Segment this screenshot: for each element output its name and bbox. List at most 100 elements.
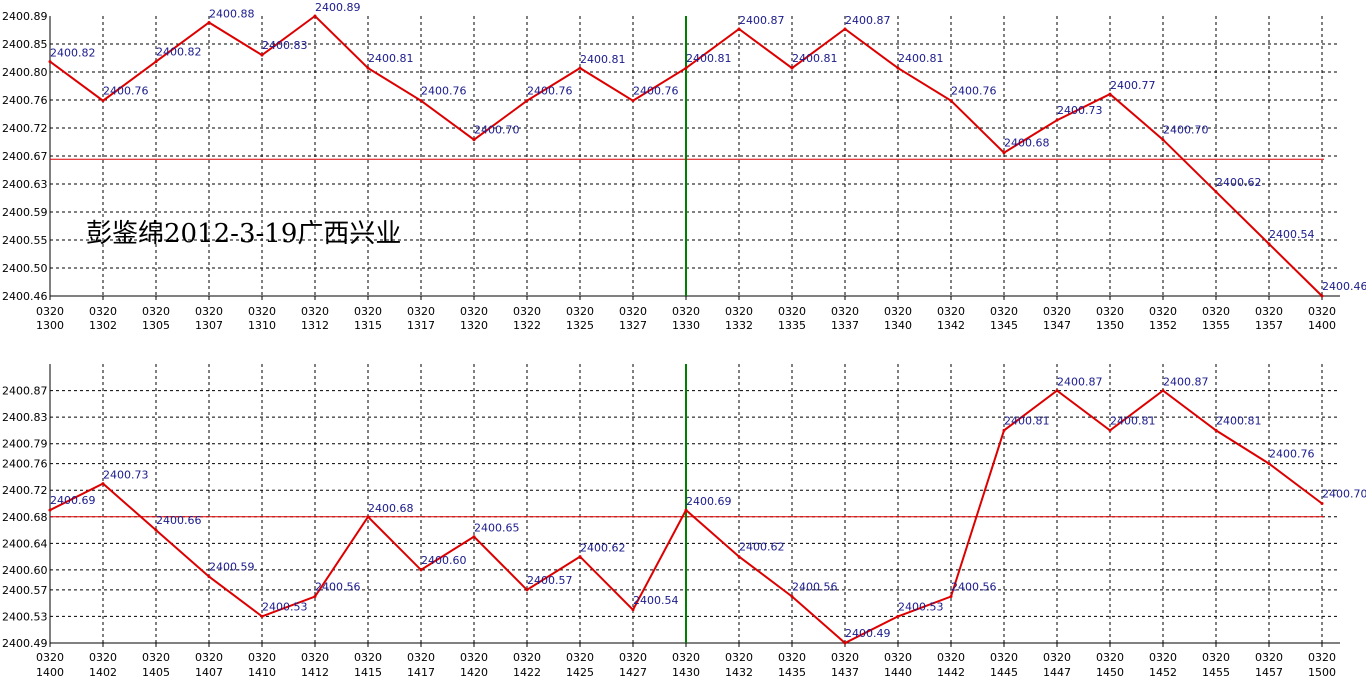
data-label: 2400.81	[792, 52, 838, 65]
y-tick-label: 2400.79	[2, 438, 48, 451]
x-tick-label-time: 1437	[831, 666, 859, 679]
data-point	[631, 99, 635, 103]
x-tick-label-time: 1345	[990, 319, 1018, 332]
data-point	[1267, 242, 1271, 246]
x-tick-label-time: 1500	[1308, 666, 1336, 679]
x-tick-label-date: 0320	[619, 305, 647, 318]
x-tick-label-time: 1427	[619, 666, 647, 679]
x-tick-label-date: 0320	[1043, 305, 1071, 318]
x-tick-label-time: 1337	[831, 319, 859, 332]
x-tick-label-date: 0320	[619, 651, 647, 664]
x-tick-label-time: 1300	[36, 319, 64, 332]
x-tick-label-time: 1310	[248, 319, 276, 332]
data-point	[1161, 138, 1165, 142]
x-tick-label-date: 0320	[301, 651, 329, 664]
data-label: 2400.81	[1216, 414, 1262, 427]
x-tick-label-date: 0320	[354, 305, 382, 318]
data-point	[101, 99, 105, 103]
data-point	[260, 614, 264, 618]
data-label: 2400.87	[1057, 376, 1103, 389]
x-tick-label-time: 1355	[1202, 319, 1230, 332]
x-tick-label-time: 1412	[301, 666, 329, 679]
x-tick-label-time: 1440	[884, 666, 912, 679]
data-point	[154, 528, 158, 532]
x-tick-label-date: 0320	[248, 651, 276, 664]
data-label: 2400.46	[1322, 280, 1366, 293]
data-point	[207, 21, 211, 25]
x-tick-label-time: 1435	[778, 666, 806, 679]
x-tick-label-date: 0320	[778, 651, 806, 664]
data-point	[419, 99, 423, 103]
x-tick-label-time: 1430	[672, 666, 700, 679]
data-label: 2400.83	[262, 39, 308, 52]
x-tick-label-date: 0320	[1043, 651, 1071, 664]
data-label: 2400.56	[315, 581, 361, 594]
data-point	[896, 66, 900, 70]
x-tick-label-date: 0320	[1202, 305, 1230, 318]
data-label: 2400.66	[156, 514, 202, 527]
data-point	[790, 595, 794, 598]
x-tick-label-time: 1350	[1096, 319, 1124, 332]
y-tick-label: 2400.57	[2, 584, 48, 597]
x-tick-label-date: 0320	[460, 651, 488, 664]
data-point	[1320, 502, 1324, 505]
data-label: 2400.57	[527, 574, 573, 587]
data-label: 2400.70	[1322, 488, 1366, 501]
data-point	[472, 138, 476, 142]
x-tick-label-date: 0320	[195, 305, 223, 318]
x-tick-label-time: 1420	[460, 666, 488, 679]
x-tick-label-time: 1457	[1255, 666, 1283, 679]
x-tick-label-time: 1402	[89, 666, 117, 679]
x-tick-label-time: 1335	[778, 319, 806, 332]
data-label: 2400.82	[50, 47, 96, 60]
data-label: 2400.76	[421, 85, 467, 98]
x-tick-label-date: 0320	[36, 305, 64, 318]
data-point	[631, 608, 635, 612]
x-tick-label-time: 1445	[990, 666, 1018, 679]
data-point	[578, 66, 582, 70]
x-tick-label-time: 1340	[884, 319, 912, 332]
x-tick-label-date: 0320	[1255, 305, 1283, 318]
x-tick-label-date: 0320	[513, 305, 541, 318]
data-label: 2400.62	[580, 542, 626, 555]
data-label: 2400.88	[209, 8, 255, 21]
data-label: 2400.76	[951, 85, 997, 98]
y-tick-label: 2400.83	[2, 411, 48, 424]
data-point	[260, 53, 264, 57]
x-tick-label-date: 0320	[1096, 305, 1124, 318]
data-label: 2400.76	[103, 85, 149, 98]
y-tick-label: 2400.68	[2, 511, 48, 524]
data-label: 2400.68	[1004, 137, 1050, 150]
y-tick-label: 2400.49	[2, 637, 48, 650]
data-label: 2400.68	[368, 502, 414, 515]
x-tick-label-date: 0320	[672, 651, 700, 664]
x-tick-label-time: 1417	[407, 666, 435, 679]
data-point	[737, 555, 741, 559]
x-tick-label-time: 1307	[195, 319, 223, 332]
x-tick-label-date: 0320	[725, 305, 753, 318]
x-tick-label-time: 1317	[407, 319, 435, 332]
data-point	[843, 27, 847, 31]
x-tick-label-date: 0320	[195, 651, 223, 664]
x-tick-label-time: 1400	[36, 666, 64, 679]
data-point	[1055, 389, 1059, 393]
y-tick-label: 2400.89	[2, 10, 48, 23]
data-label: 2400.87	[739, 14, 785, 27]
x-tick-label-time: 1442	[937, 666, 965, 679]
data-label: 2400.73	[103, 469, 149, 482]
x-tick-label-date: 0320	[937, 651, 965, 664]
y-tick-label: 2400.76	[2, 458, 48, 471]
x-tick-label-time: 1452	[1149, 666, 1177, 679]
data-label: 2400.89	[315, 1, 361, 14]
x-tick-label-time: 1415	[354, 666, 382, 679]
data-label: 2400.56	[951, 581, 997, 594]
x-tick-label-date: 0320	[142, 305, 170, 318]
chart-annotation: 彭鉴绵2012-3-19广西兴业	[86, 219, 401, 249]
data-label: 2400.76	[1269, 448, 1315, 461]
x-tick-label-date: 0320	[672, 305, 700, 318]
x-tick-label-time: 1357	[1255, 319, 1283, 332]
y-tick-label: 2400.72	[2, 122, 48, 135]
x-tick-label-time: 1352	[1149, 319, 1177, 332]
data-label: 2400.87	[1163, 376, 1209, 389]
data-point	[578, 555, 582, 559]
